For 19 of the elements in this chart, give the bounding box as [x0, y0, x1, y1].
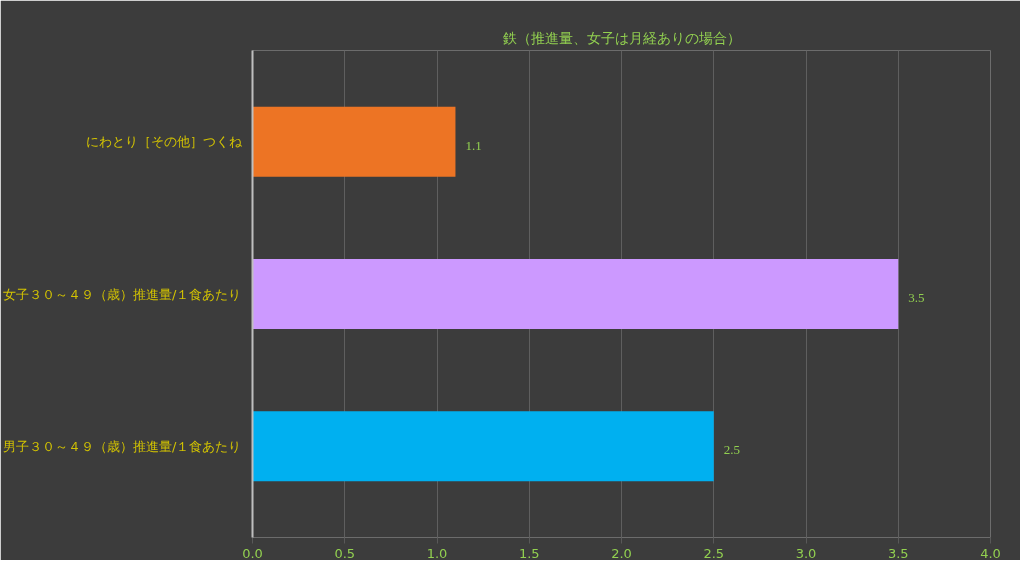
y-tick-label: 女子３０～４９（歳）推進量/１食あたり [3, 286, 242, 302]
data-label: 2.5 [723, 442, 740, 458]
chart-title: 鉄（推進量、女子は月経ありの場合） [502, 29, 741, 46]
x-tick-label: 2.0 [611, 545, 632, 561]
bar [252, 106, 456, 177]
x-tick-label: 3.0 [795, 545, 817, 561]
y-tick-label: にわとり［その他］つくね [85, 134, 243, 150]
bar [252, 259, 899, 329]
bar [252, 411, 714, 482]
x-tick-label: 1.0 [426, 545, 448, 561]
x-tick-label: 4.0 [980, 545, 1001, 561]
y-tick-label: 男子３０～４９（歳）推進量/１食あたり [3, 438, 242, 454]
x-tick-label: 3.5 [887, 545, 909, 561]
data-label: 3.5 [908, 290, 925, 305]
x-tick-label: 2.5 [703, 545, 725, 561]
x-tick-label: 0.5 [334, 545, 356, 561]
data-label: 1.1 [465, 137, 482, 153]
x-tick-label: 0.0 [242, 545, 263, 561]
x-tick-label: 1.5 [518, 545, 540, 561]
